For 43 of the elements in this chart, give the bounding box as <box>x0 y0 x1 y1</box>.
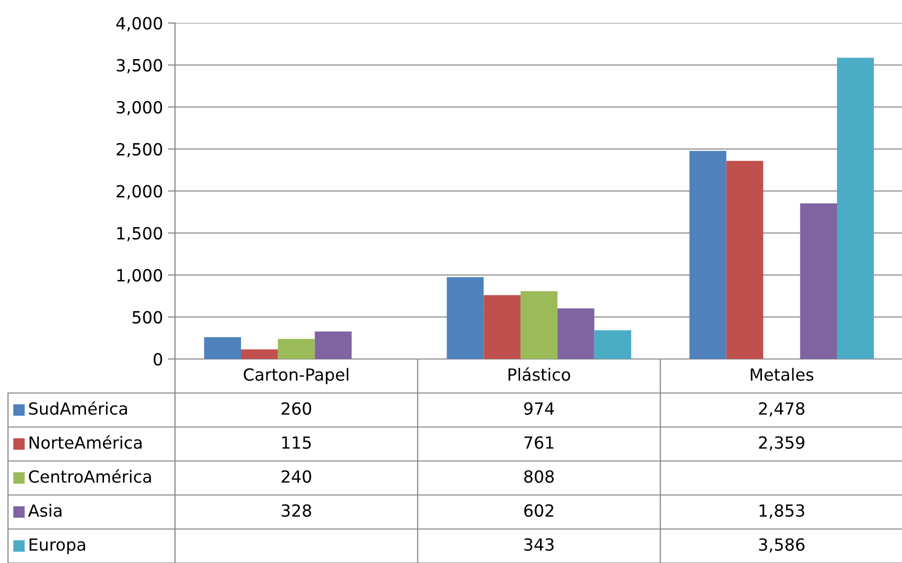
data-label: 2,359 <box>759 436 804 451</box>
y-tick-label: 1,500 <box>117 226 162 242</box>
bar <box>204 337 242 359</box>
data-label: 3,586 <box>759 538 804 553</box>
data-label: 328 <box>282 504 312 517</box>
bar <box>241 349 278 359</box>
data-label: 2,478 <box>759 402 804 417</box>
y-tick-label: 500 <box>132 310 162 324</box>
x-tick-label: Metales <box>750 368 814 381</box>
data-label: 115 <box>282 436 311 449</box>
legend-label: SudAmérica <box>29 401 127 415</box>
data-label: 343 <box>524 538 554 551</box>
y-tick-label: 4,000 <box>116 16 162 32</box>
bar <box>314 331 352 359</box>
data-label: 260 <box>282 402 312 415</box>
y-tick-label: 3,000 <box>116 100 162 116</box>
y-tick-label: 2,000 <box>116 184 162 200</box>
bar <box>557 308 594 359</box>
bar <box>520 291 558 359</box>
legend-label: NorteAmérica <box>30 435 142 449</box>
x-tick-label: Plástico <box>508 367 570 381</box>
data-label: 974 <box>524 402 554 415</box>
x-tick-label: Carton-Papel <box>244 368 348 384</box>
y-tick-label: 3,500 <box>116 58 162 74</box>
bar <box>726 160 764 359</box>
bar <box>446 277 484 359</box>
y-tick-label: 2,500 <box>116 142 162 158</box>
bar <box>594 330 632 359</box>
bar <box>689 150 726 359</box>
data-label: 240 <box>282 470 312 483</box>
y-tick-label: 1,000 <box>117 268 162 284</box>
data-label: 761 <box>524 436 554 449</box>
data-label: 602 <box>524 504 554 517</box>
data-label: 808 <box>524 470 554 483</box>
bar <box>278 338 315 359</box>
legend-label: Europa <box>30 538 86 554</box>
y-tick-label: 0 <box>154 352 162 366</box>
bar <box>800 203 837 359</box>
legend-label: Asia <box>28 504 62 517</box>
data-label: 1,853 <box>760 504 804 519</box>
legend-label: CentroAmérica <box>28 469 151 483</box>
bar <box>836 58 874 359</box>
bar <box>484 295 521 359</box>
